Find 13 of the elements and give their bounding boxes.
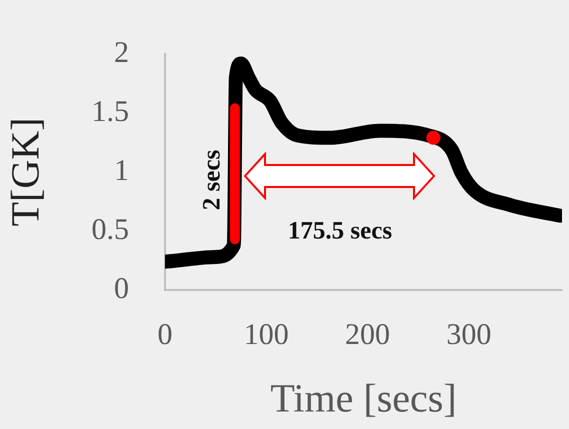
- y-tick-label: 0.5: [92, 212, 129, 246]
- y-tick-label: 2: [114, 36, 129, 69]
- x-tick-label: 0: [158, 318, 172, 351]
- annotation: 2 secs: [198, 150, 226, 210]
- y-tick-label: 0: [114, 272, 129, 305]
- x-tick-label: 100: [244, 318, 289, 351]
- annotation: 175.5 secs: [288, 217, 392, 244]
- y-tick-label: 1: [114, 154, 129, 187]
- x-tick-label: 200: [345, 318, 390, 351]
- y-tick-label: 1.5: [92, 94, 129, 128]
- x-tick-label: 300: [446, 318, 492, 351]
- x-axis-title: Time [secs]: [270, 376, 457, 420]
- y-axis-title: T[GK]: [2, 118, 48, 226]
